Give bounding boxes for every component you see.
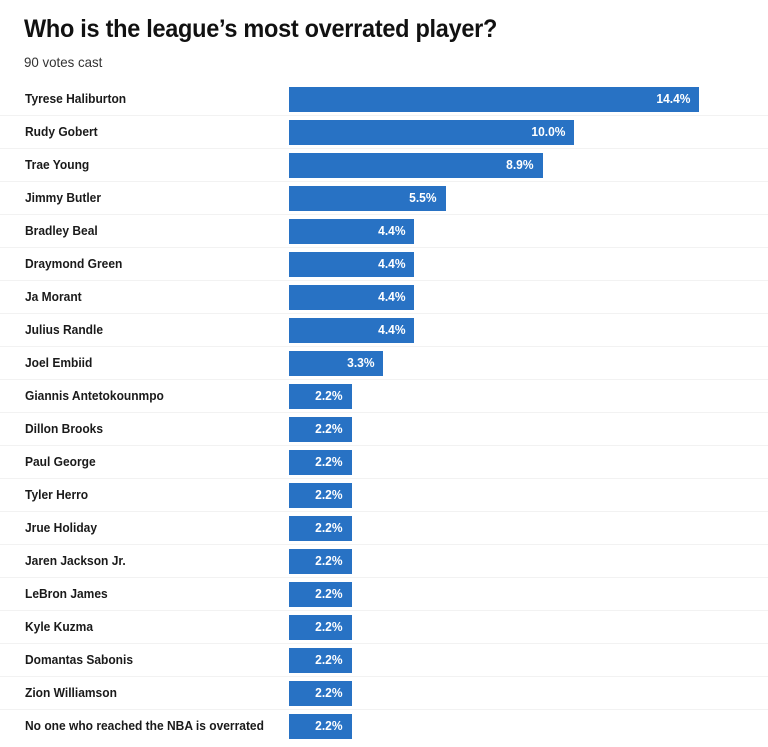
bar-category-label: Paul George xyxy=(25,455,96,469)
chart-row: Jaren Jackson Jr. 2.2% xyxy=(0,545,768,578)
bar-category-label: Rudy Gobert xyxy=(25,125,98,139)
bar-value-label: 2.2% xyxy=(315,686,343,700)
chart-row: Jimmy Butler 5.5% xyxy=(0,182,768,215)
bar: 4.4% xyxy=(289,285,415,310)
bar-category-label: Draymond Green xyxy=(25,257,123,271)
chart-row: No one who reached the NBA is overrated 2… xyxy=(0,710,768,743)
chart-row: Julius Randle 4.4% xyxy=(0,314,768,347)
chart-row: Dillon Brooks 2.2% xyxy=(0,413,768,446)
bar: 5.5% xyxy=(289,186,446,211)
bar: 3.3% xyxy=(289,351,383,376)
bar-category-label: Domantas Sabonis xyxy=(25,653,134,667)
chart-row: Kyle Kuzma 2.2% xyxy=(0,611,768,644)
bar-category-label: Dillon Brooks xyxy=(25,422,104,436)
bar: 2.2% xyxy=(289,516,352,541)
bar-value-label: 2.2% xyxy=(315,620,343,634)
bar-category-label: Zion Williamson xyxy=(25,686,117,700)
chart-row: Tyrese Haliburton 14.4% xyxy=(0,83,768,116)
bar-value-label: 5.5% xyxy=(409,191,437,205)
bar-category-label: Jrue Holiday xyxy=(25,521,98,535)
chart-row: Trae Young 8.9% xyxy=(0,149,768,182)
chart-header: Who is the league’s most overrated playe… xyxy=(0,0,768,71)
bar: 2.2% xyxy=(289,648,352,673)
chart-row: Draymond Green 4.4% xyxy=(0,248,768,281)
bar-value-label: 2.2% xyxy=(315,488,343,502)
chart-row: LeBron James 2.2% xyxy=(0,578,768,611)
bar: 2.2% xyxy=(289,549,352,574)
bar-value-label: 4.4% xyxy=(378,257,406,271)
bar-category-label: Trae Young xyxy=(25,158,90,172)
bar-value-label: 4.4% xyxy=(378,323,406,337)
bar-category-label: No one who reached the NBA is overrated xyxy=(25,719,264,733)
bar: 4.4% xyxy=(289,252,415,277)
bar: 2.2% xyxy=(289,417,352,442)
chart-row: Zion Williamson 2.2% xyxy=(0,677,768,710)
bar: 14.4% xyxy=(289,87,700,112)
bar-category-label: Jaren Jackson Jr. xyxy=(25,554,126,568)
bar-category-label: Jimmy Butler xyxy=(25,191,102,205)
chart-row: Jrue Holiday 2.2% xyxy=(0,512,768,545)
bar: 2.2% xyxy=(289,615,352,640)
bar: 4.4% xyxy=(289,219,415,244)
bar-category-label: Julius Randle xyxy=(25,323,104,337)
bar-category-label: Kyle Kuzma xyxy=(25,620,94,634)
bar-category-label: Tyrese Haliburton xyxy=(25,92,127,106)
chart-row: Ja Morant 4.4% xyxy=(0,281,768,314)
bar: 2.2% xyxy=(289,714,352,739)
bar: 2.2% xyxy=(289,384,352,409)
bar-value-label: 2.2% xyxy=(315,719,343,733)
chart-row: Bradley Beal 4.4% xyxy=(0,215,768,248)
bar-value-label: 3.3% xyxy=(346,356,374,370)
bar-category-label: Joel Embiid xyxy=(25,356,93,370)
bar: 2.2% xyxy=(289,483,352,508)
page-title: Who is the league’s most overrated playe… xyxy=(24,15,498,43)
chart-row: Joel Embiid 3.3% xyxy=(0,347,768,380)
chart-row: Rudy Gobert 10.0% xyxy=(0,116,768,149)
bar-value-label: 2.2% xyxy=(315,554,343,568)
bar: 8.9% xyxy=(289,153,543,178)
chart-row: Giannis Antetokounmpo 2.2% xyxy=(0,380,768,413)
bar-value-label: 2.2% xyxy=(315,422,343,436)
bar-chart-rows: Tyrese Haliburton 14.4% Rudy Gobert 10.0% Tr… xyxy=(0,83,768,743)
bar: 2.2% xyxy=(289,681,352,706)
bar: 2.2% xyxy=(289,450,352,475)
bar-category-label: Bradley Beal xyxy=(25,224,98,238)
chart-row: Domantas Sabonis 2.2% xyxy=(0,644,768,677)
bar: 10.0% xyxy=(289,120,574,145)
bar-value-label: 4.4% xyxy=(378,224,406,238)
bar-value-label: 8.9% xyxy=(506,158,534,172)
bar-value-label: 2.2% xyxy=(315,455,343,469)
bar: 4.4% xyxy=(289,318,415,343)
bar-category-label: Giannis Antetokounmpo xyxy=(25,389,164,403)
bar: 2.2% xyxy=(289,582,352,607)
chart-row: Paul George 2.2% xyxy=(0,446,768,479)
bar-value-label: 14.4% xyxy=(656,92,691,106)
chart-row: Tyler Herro 2.2% xyxy=(0,479,768,512)
bar-value-label: 2.2% xyxy=(315,389,343,403)
bar-value-label: 2.2% xyxy=(315,587,343,601)
bar-value-label: 4.4% xyxy=(378,290,406,304)
bar-value-label: 2.2% xyxy=(315,653,343,667)
bar-value-label: 10.0% xyxy=(530,125,565,139)
bar-category-label: LeBron James xyxy=(25,587,108,601)
bar-value-label: 2.2% xyxy=(315,521,343,535)
votes-cast-subtitle: 90 votes cast xyxy=(24,54,103,70)
bar-category-label: Tyler Herro xyxy=(25,488,89,502)
bar-category-label: Ja Morant xyxy=(25,290,82,304)
